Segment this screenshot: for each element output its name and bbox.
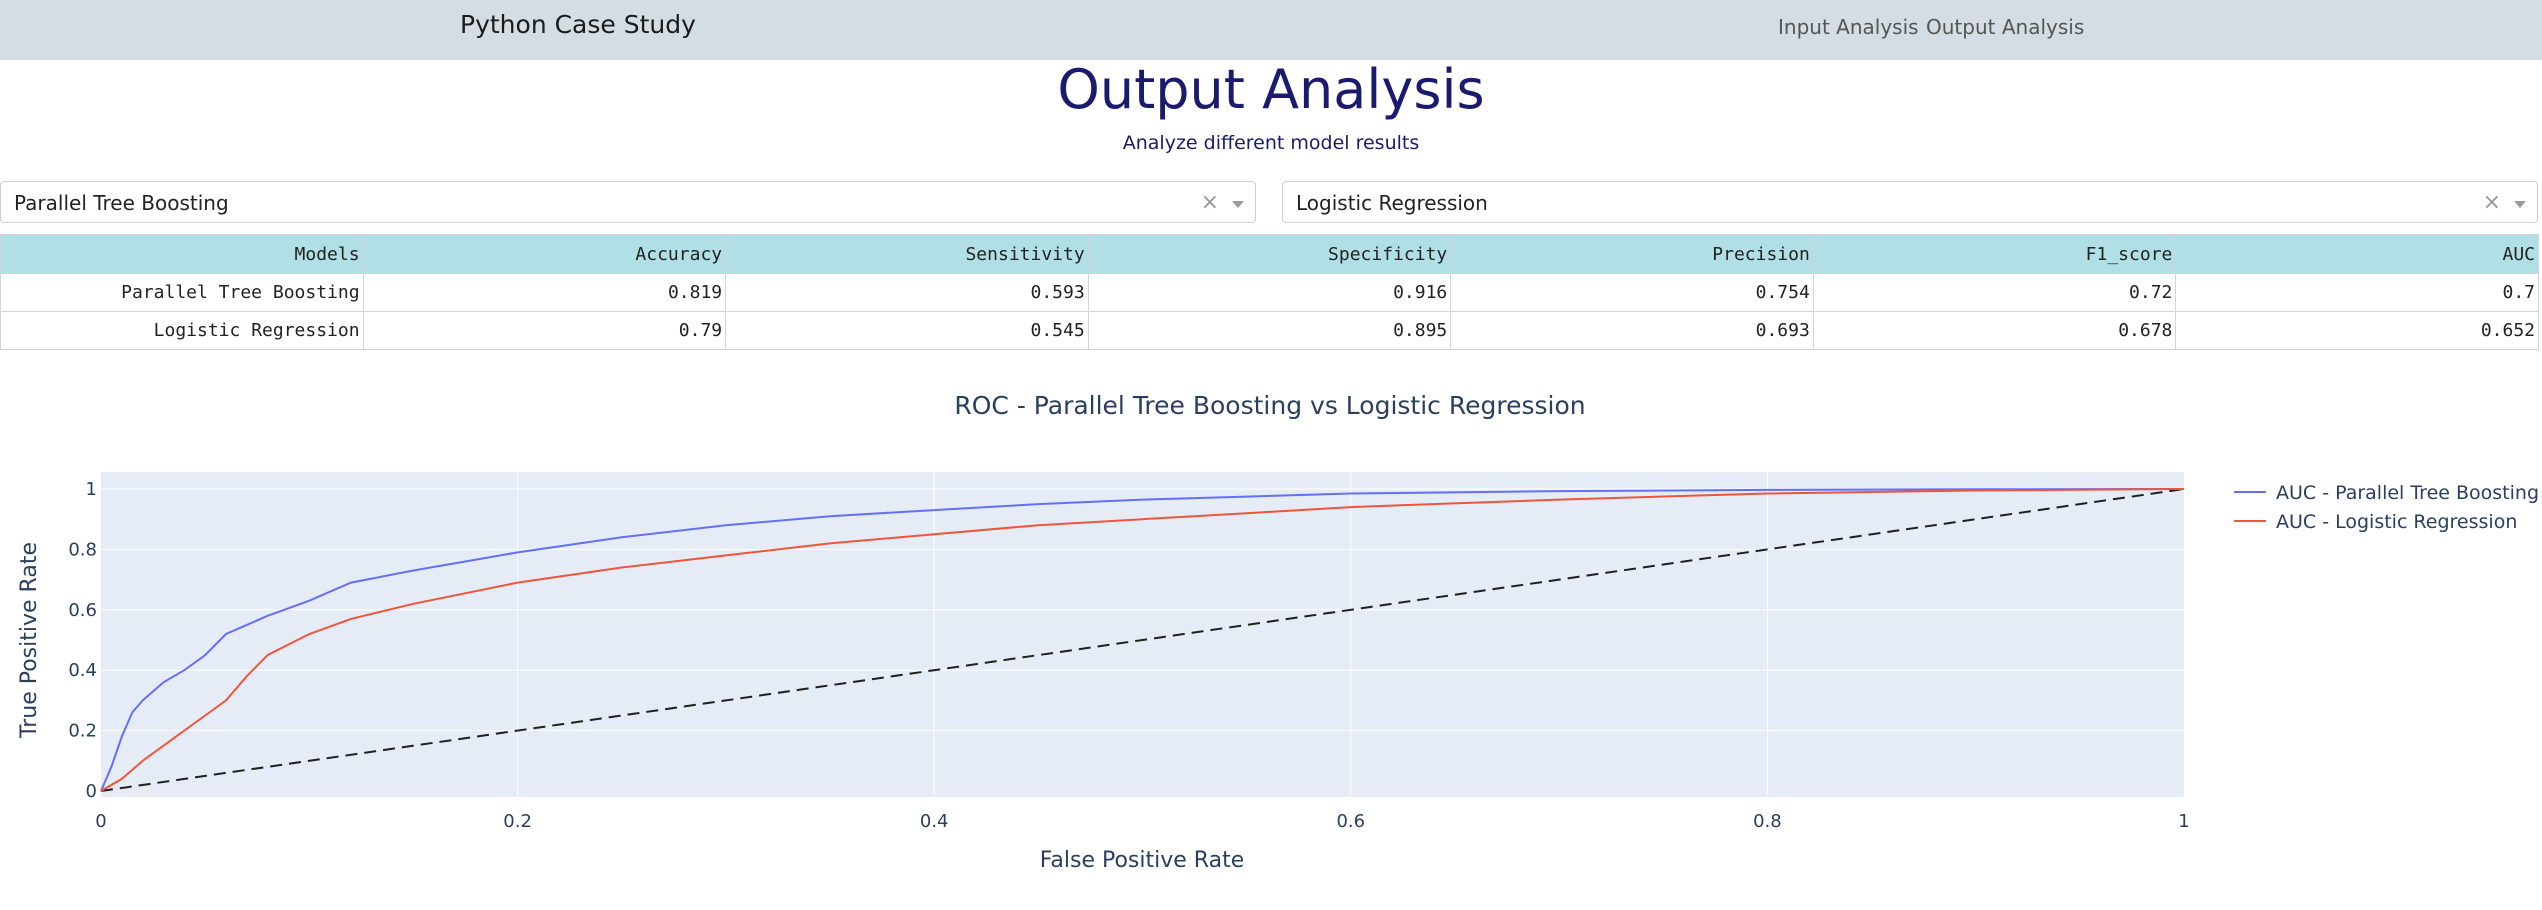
metrics-table: Models Accuracy Sensitivity Specificity … — [0, 234, 2539, 350]
legend: AUC - Parallel Tree Boosting AUC - Logis… — [2234, 482, 2539, 533]
x-axis-label: False Positive Rate — [1040, 848, 1244, 873]
y-tick-label: 0 — [86, 781, 97, 802]
table-row: Logistic Regression 0.79 0.545 0.895 0.6… — [0, 311, 2539, 350]
y-ticks: 0 0.2 0.4 0.6 0.8 1 — [68, 479, 97, 802]
column-header-sensitivity[interactable]: Sensitivity — [725, 234, 1089, 274]
column-header-auc[interactable]: AUC — [2175, 234, 2539, 274]
chevron-down-icon[interactable] — [1232, 201, 1244, 208]
chevron-down-icon[interactable] — [2514, 201, 2526, 208]
column-header-models[interactable]: Models — [0, 234, 364, 274]
y-axis-label: True Positive Rate — [17, 542, 42, 739]
table-cell[interactable]: Logistic Regression — [0, 311, 364, 350]
table-cell[interactable]: 0.72 — [1812, 273, 2177, 312]
chart-title: ROC - Parallel Tree Boosting vs Logistic… — [954, 391, 1585, 420]
table-cell[interactable]: 0.916 — [1087, 273, 1452, 312]
table-cell[interactable]: 0.545 — [725, 311, 1089, 350]
table-cell[interactable]: 0.652 — [2175, 311, 2539, 350]
y-tick-label: 1 — [86, 479, 97, 500]
table-row: Parallel Tree Boosting 0.819 0.593 0.916… — [0, 273, 2539, 312]
column-header-f1-score[interactable]: F1_score — [1812, 234, 2177, 274]
table-cell[interactable]: 0.678 — [1812, 311, 2177, 350]
page-subtitle: Analyze different model results — [1122, 132, 1420, 154]
clear-icon[interactable]: × — [2482, 190, 2501, 215]
legend-item-parallel-tree-boosting[interactable]: AUC - Parallel Tree Boosting — [2234, 482, 2539, 504]
series-line-logistic-regression[interactable] — [100, 488, 2185, 792]
table-cell[interactable]: 0.7 — [2175, 273, 2539, 312]
table-cell[interactable]: 0.593 — [725, 273, 1089, 312]
y-tick-label: 0.2 — [68, 721, 97, 742]
legend-label: AUC - Logistic Regression — [2276, 511, 2517, 533]
x-tick-label: 0.4 — [920, 811, 949, 832]
y-tick-label: 0.6 — [68, 600, 97, 621]
table-header-row: Models Accuracy Sensitivity Specificity … — [0, 234, 2539, 274]
model-select-left[interactable]: Parallel Tree Boosting × — [0, 181, 1256, 223]
series-line-parallel-tree-boosting[interactable] — [100, 488, 2185, 792]
table-cell[interactable]: 0.895 — [1087, 311, 1452, 350]
y-tick-label: 0.4 — [68, 660, 97, 681]
legend-item-logistic-regression[interactable]: AUC - Logistic Regression — [2234, 511, 2517, 533]
page-title: Output Analysis — [1057, 58, 1485, 121]
table-cell[interactable]: 0.819 — [362, 273, 727, 312]
x-tick-label: 0 — [95, 811, 106, 832]
column-header-accuracy[interactable]: Accuracy — [362, 234, 727, 274]
clear-icon[interactable]: × — [1200, 190, 1219, 215]
table-cell[interactable]: 0.79 — [362, 311, 727, 350]
x-tick-label: 0.8 — [1753, 811, 1782, 832]
model-select-right-value: Logistic Regression — [1296, 191, 1488, 215]
x-tick-label: 1 — [2178, 811, 2189, 832]
x-ticks: 0 0.2 0.4 0.6 0.8 1 — [95, 811, 2189, 832]
x-tick-label: 0.6 — [1336, 811, 1365, 832]
nav-link-output-analysis[interactable]: Output Analysis — [1926, 15, 2085, 39]
table-cell[interactable]: 0.754 — [1450, 273, 1814, 312]
column-header-specificity[interactable]: Specificity — [1087, 234, 1452, 274]
model-select-right[interactable]: Logistic Regression × — [1282, 181, 2538, 223]
plot-area — [101, 472, 2184, 797]
y-tick-label: 0.8 — [68, 539, 97, 560]
reference-diagonal-line — [100, 488, 2185, 792]
table-cell[interactable]: 0.693 — [1450, 311, 1814, 350]
navbar-brand[interactable]: Python Case Study — [460, 10, 696, 39]
model-select-left-value: Parallel Tree Boosting — [14, 191, 229, 215]
nav-link-input-analysis[interactable]: Input Analysis — [1778, 15, 1919, 39]
x-tick-label: 0.2 — [503, 811, 532, 832]
table-cell[interactable]: Parallel Tree Boosting — [0, 273, 364, 312]
column-header-precision[interactable]: Precision — [1450, 234, 1814, 274]
navbar: Python Case Study Input Analysis Output … — [0, 0, 2542, 60]
roc-chart: ROC - Parallel Tree Boosting vs Logistic… — [17, 391, 2539, 873]
legend-label: AUC - Parallel Tree Boosting — [2276, 482, 2539, 504]
